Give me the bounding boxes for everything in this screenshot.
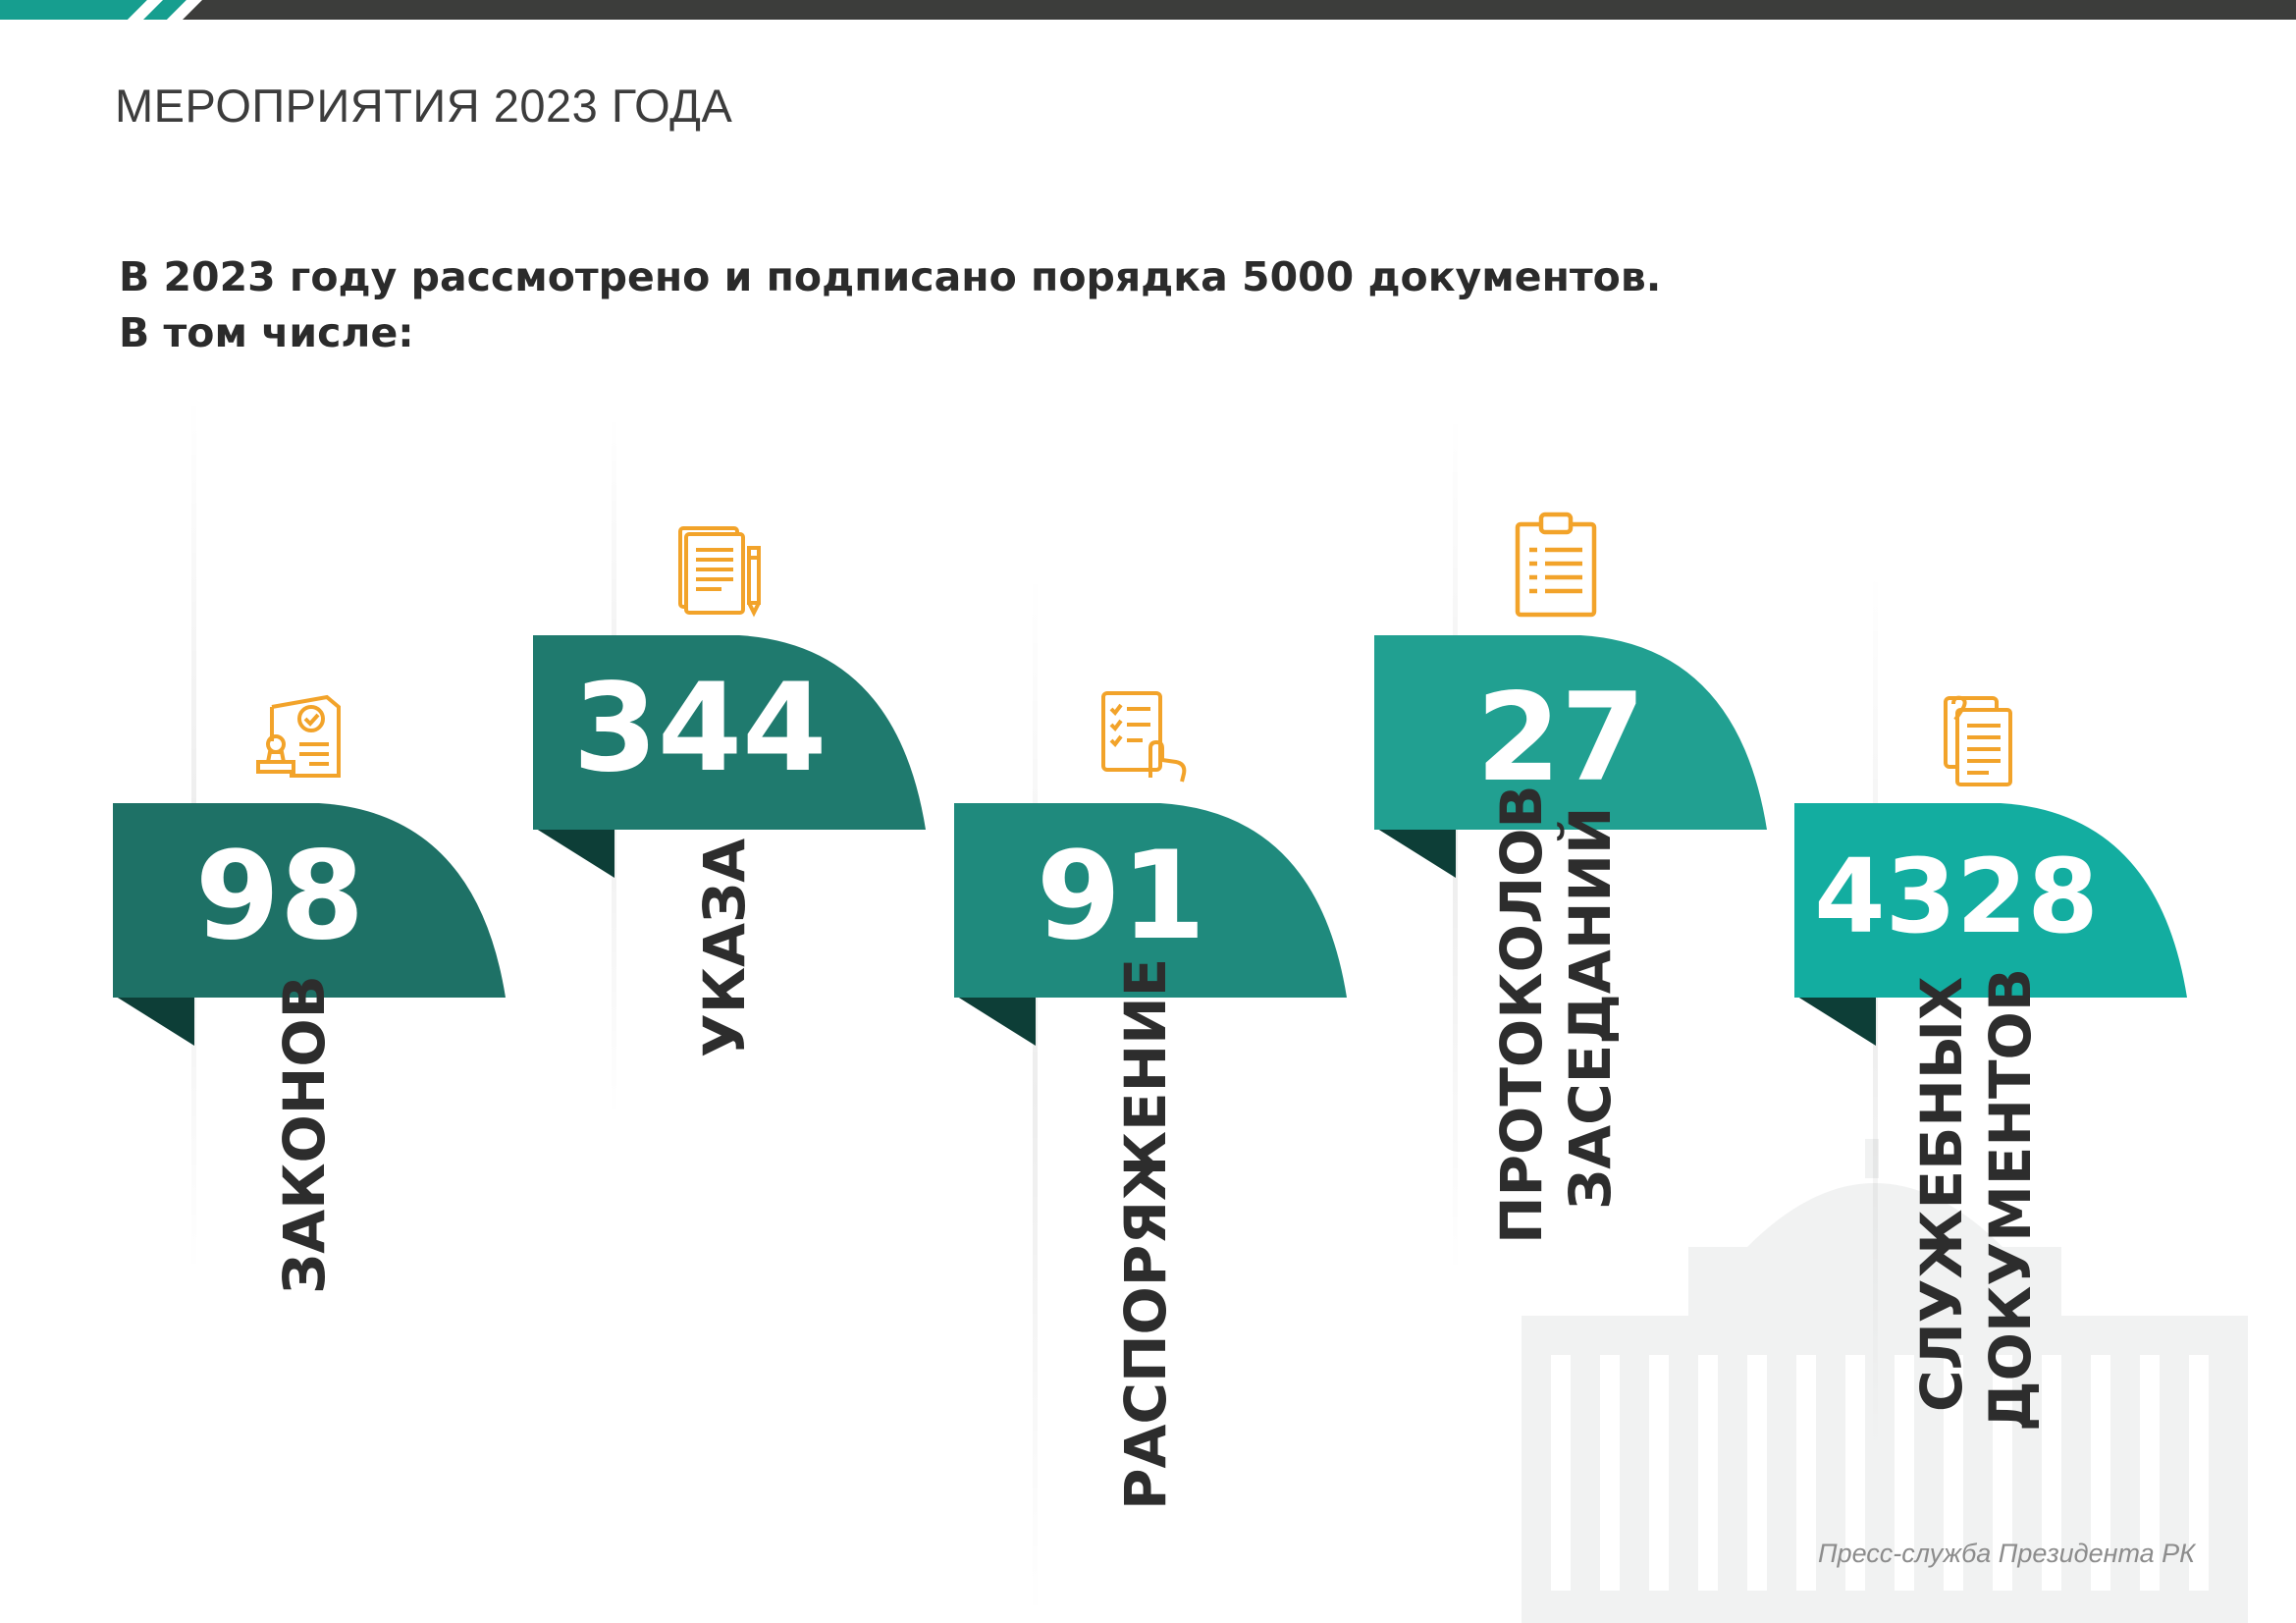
intro-line-1: В 2023 году рассмотрено и подписано поря…: [119, 253, 1662, 300]
stat-ribbon: [1374, 635, 1767, 830]
checklist-hand-icon: [1101, 691, 1187, 783]
stat-label-line-2: ДОКУМЕНТОВ: [1977, 967, 2044, 1432]
stat-value: 4328: [1814, 837, 2099, 956]
ribbon-fold: [1374, 827, 1456, 878]
stat-value: 91: [1036, 826, 1206, 967]
stat-value: 344: [572, 658, 828, 799]
stat-card-official-documents: 4328 СЛУЖЕБНЫХ ДОКУМЕНТОВ: [1794, 803, 2207, 1432]
stat-value: 98: [194, 826, 365, 967]
stat-label: УКАЗА: [691, 838, 758, 1057]
stamp-document-icon: [256, 694, 341, 778]
intro-line-2: В том числе:: [119, 309, 414, 356]
ribbon-fold: [1794, 995, 1876, 1046]
stat-label: ЗАКОНОВ: [271, 975, 338, 1294]
stat-label-line-2: ЗАСЕДАНИЙ: [1557, 806, 1624, 1210]
stat-ribbon: [954, 803, 1347, 998]
background-building-image: [1522, 1139, 2248, 1623]
ribbon-fold: [113, 995, 194, 1046]
clipboard-list-icon: [1515, 512, 1597, 618]
stat-card-protocols: 27 ПРОТОКОЛОВ ЗАСЕДАНИЙ: [1374, 635, 1787, 1244]
ribbon-fold: [533, 827, 614, 878]
shade-line: [1033, 569, 1038, 1620]
document-pen-icon: [678, 526, 761, 618]
stat-ribbon: [1794, 803, 2187, 998]
stat-label-line-1: СЛУЖЕБНЫХ: [1908, 976, 1975, 1412]
top-bar-stripes: [0, 0, 255, 20]
ribbon-fold: [954, 995, 1036, 1046]
stat-card-orders: 91 РАСПОРЯЖЕНИЕ: [954, 803, 1366, 1510]
documents-stack-icon: [1944, 695, 2012, 786]
footer-credit: Пресс-служба Президента РК: [1818, 1539, 2196, 1568]
stat-ribbon: [113, 803, 506, 998]
stat-label: РАСПОРЯЖЕНИЕ: [1112, 957, 1179, 1510]
top-bar: [0, 0, 2296, 20]
stat-ribbon: [533, 635, 926, 830]
stat-card-decrees: 344 УКАЗА: [533, 635, 945, 1057]
page-title: МЕРОПРИЯТИЯ 2023 ГОДА: [115, 80, 733, 132]
stat-value: 27: [1475, 668, 1646, 809]
stat-label-line-1: ПРОТОКОЛОВ: [1488, 784, 1555, 1244]
stat-card-laws: 98 ЗАКОНОВ: [113, 803, 525, 1294]
